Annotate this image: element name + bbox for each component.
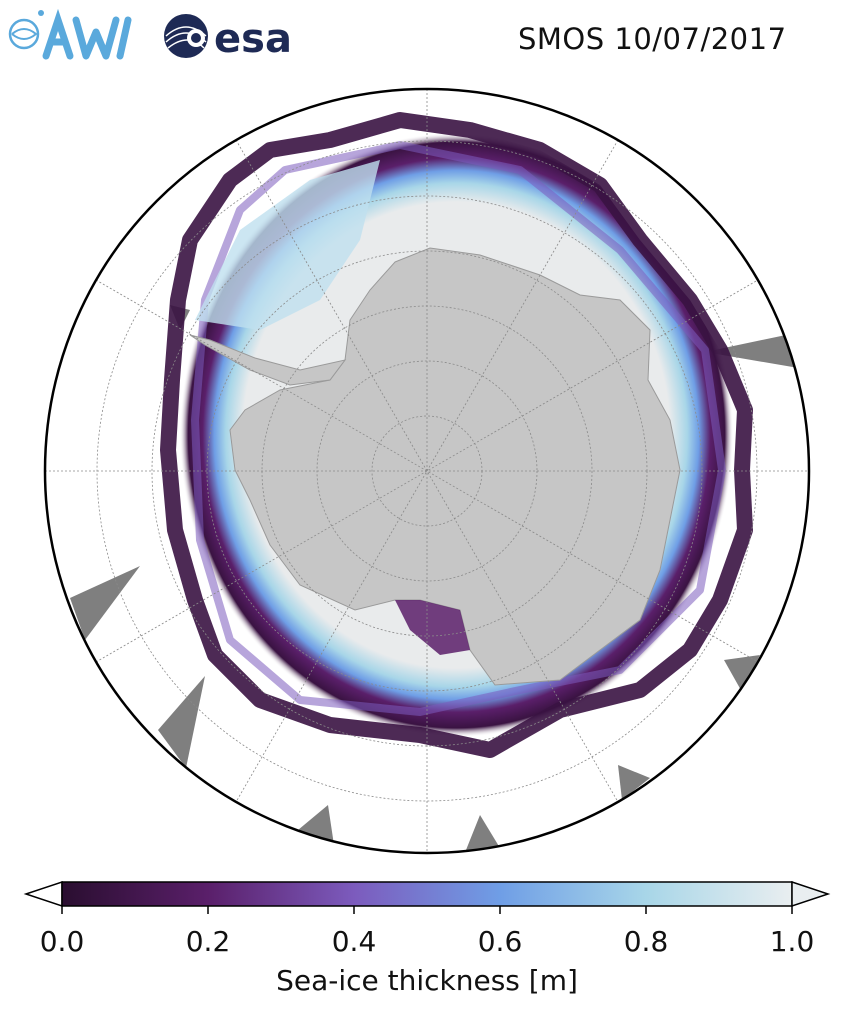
esa-logo: esa xyxy=(164,14,292,62)
sea-ice-outer-edge xyxy=(160,112,753,758)
missing-data-wedges xyxy=(70,305,809,850)
sea-ice-map xyxy=(43,87,811,855)
graticule xyxy=(45,89,809,853)
colorbar-tick-label: 0.4 xyxy=(331,925,377,958)
sea-ice-inner-band xyxy=(191,141,726,716)
esa-logo-text: esa xyxy=(214,16,292,62)
colorbar-tick-marks xyxy=(61,906,793,914)
colorbar-gradient xyxy=(61,881,793,907)
colorbar-tick-label: 0.6 xyxy=(477,925,523,958)
colorbar-label: Sea-ice thickness [m] xyxy=(276,964,578,997)
weddell-sea-thick-ice xyxy=(195,160,380,330)
logo-bar: esa xyxy=(8,8,292,62)
colorbar-extend-high xyxy=(791,880,831,908)
colorbar-tick-label: 0.8 xyxy=(623,925,669,958)
antarctic-peninsula xyxy=(189,334,347,386)
colorbar-extend-low xyxy=(23,880,63,908)
awi-logo xyxy=(8,8,132,60)
ross-sea-ice xyxy=(395,600,470,655)
colorbar xyxy=(23,880,831,914)
map-boundary xyxy=(43,87,811,855)
colorbar-tick-label: 0.0 xyxy=(39,925,85,958)
colorbar-tick-label: 1.0 xyxy=(769,925,815,958)
colorbar-tick-label: 0.2 xyxy=(185,925,231,958)
map-title: SMOS 10/07/2017 xyxy=(518,22,787,56)
